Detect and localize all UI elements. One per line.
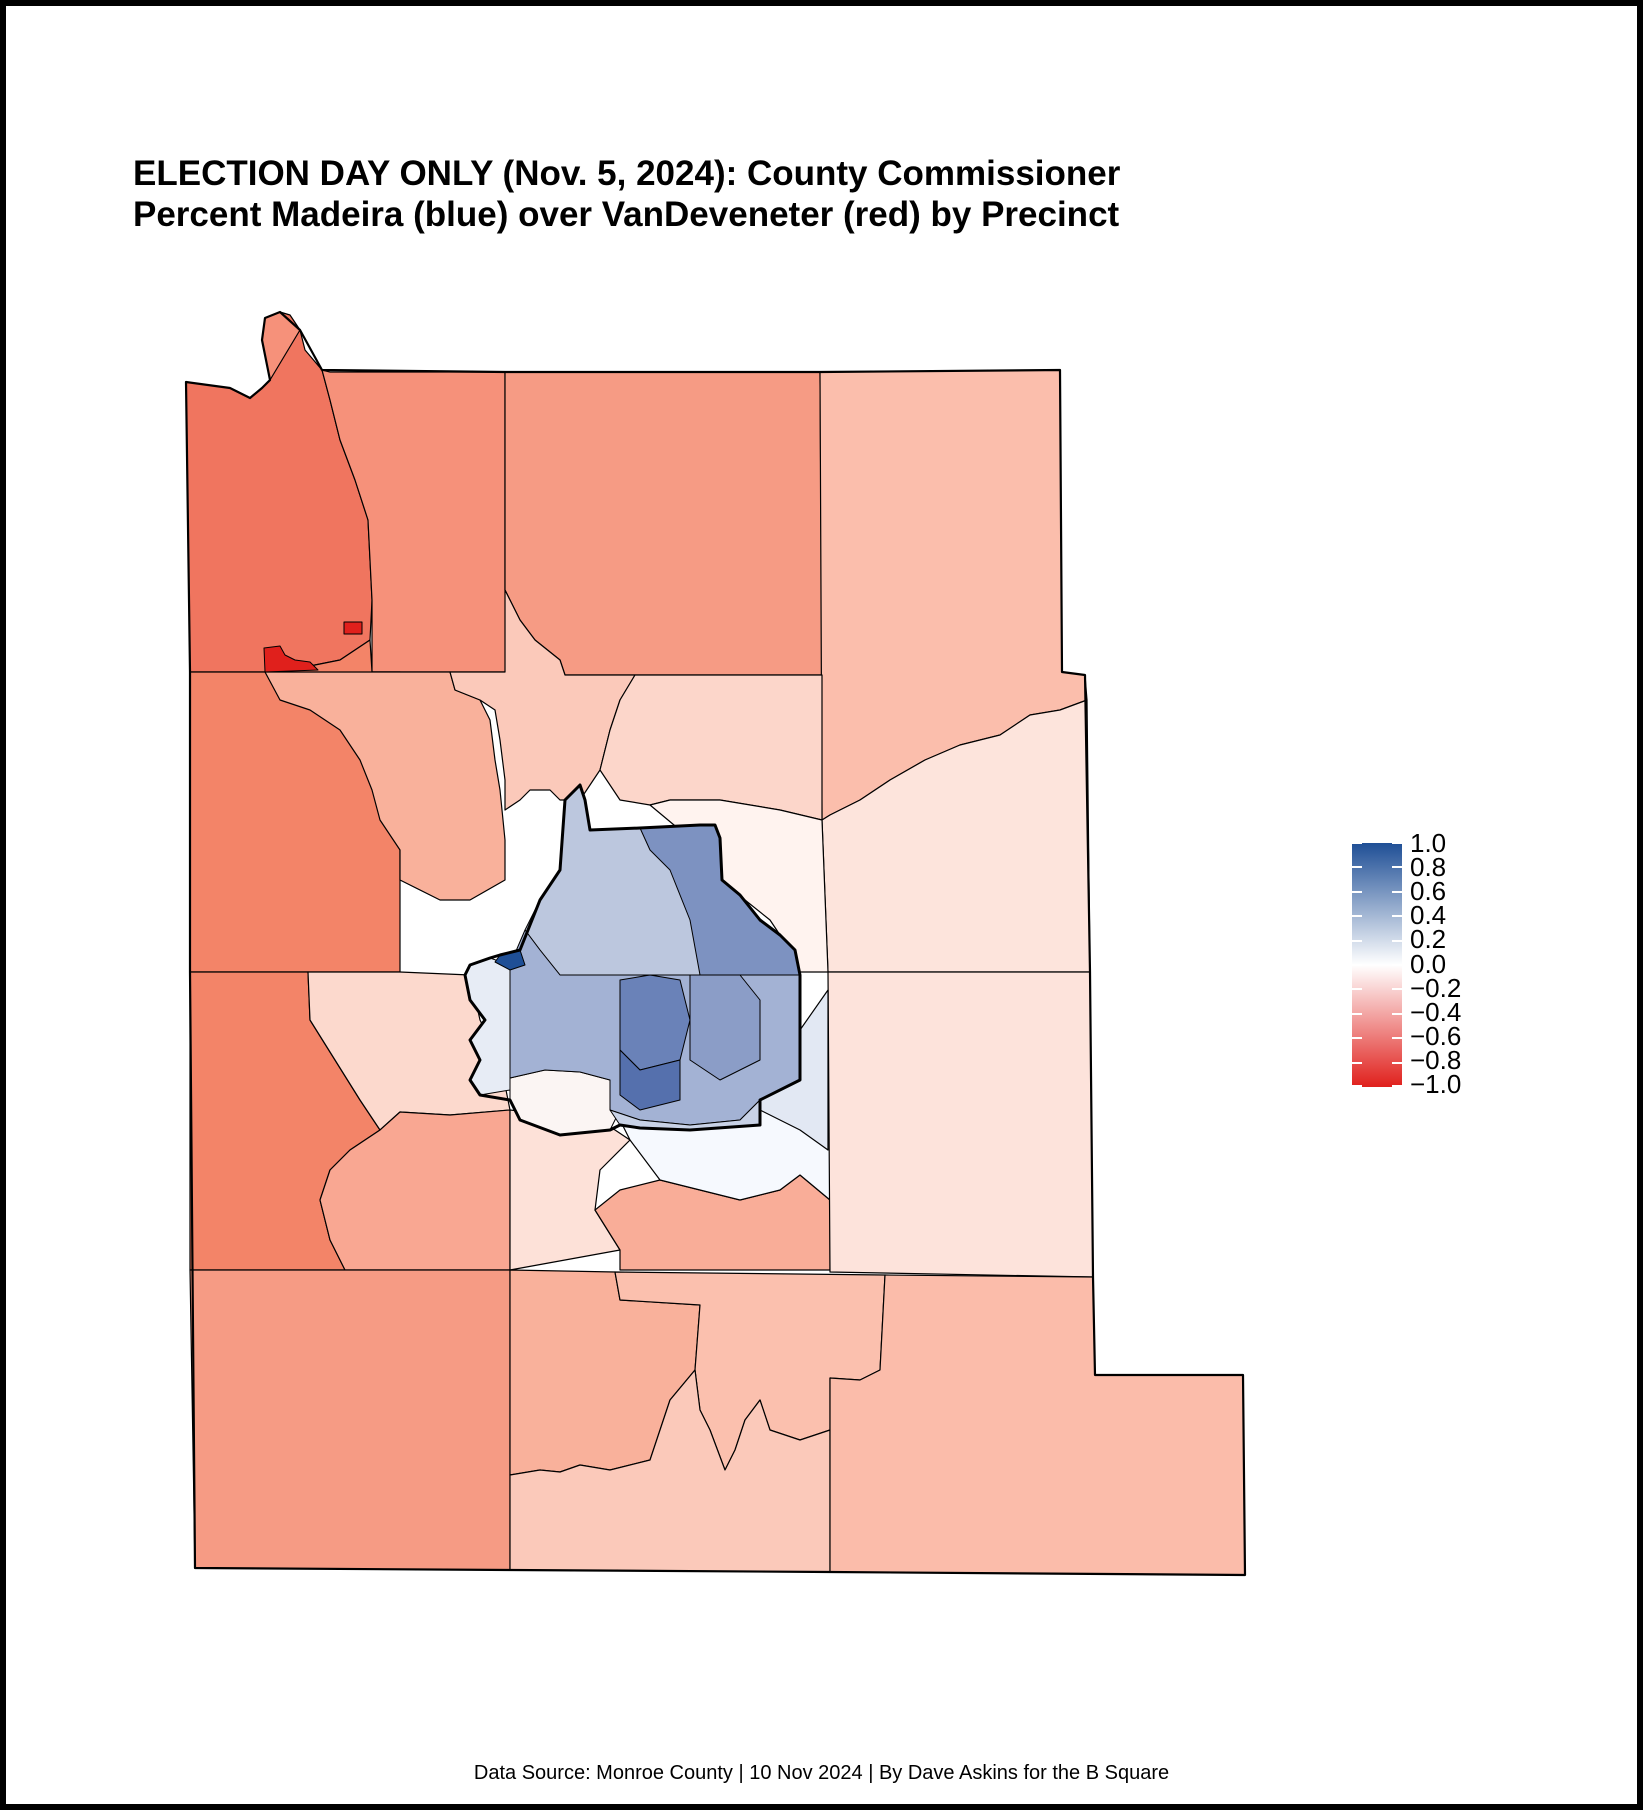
legend-label: −1.0	[1410, 1069, 1462, 1099]
legend-label: 0.8	[1410, 852, 1447, 882]
county-outline	[184, 310, 1247, 1577]
precinct-north-central-light	[449, 589, 636, 811]
city-boundary	[463, 783, 802, 1137]
precinct-south-3	[509, 1369, 831, 1573]
map-title-line-1: ELECTION DAY ONLY (Nov. 5, 2024): County…	[133, 154, 1121, 193]
precinct-north-central-2	[599, 674, 823, 821]
precinct-east-lower	[827, 971, 1094, 1278]
precinct-northwest-red-2	[343, 621, 363, 635]
township-layer	[185, 311, 1246, 1576]
map-legend: 1.0 0.8 0.6 0.4 0.2 0.0 −0.2 −0.4 −0.6 −…	[1340, 830, 1500, 1099]
legend-label: 0.4	[1410, 900, 1447, 930]
precinct-northwest-suburb	[264, 671, 506, 901]
precinct-northwest-red-1	[263, 645, 319, 673]
precinct-city-core-dark-2	[689, 974, 761, 1081]
legend-label: 0.2	[1410, 924, 1447, 954]
legend-label: −0.2	[1410, 973, 1462, 1003]
legend-label: −0.8	[1410, 1045, 1462, 1075]
city-precincts	[263, 621, 801, 1136]
legend-label: 0.0	[1410, 949, 1447, 979]
precinct-city-core-dark-1	[619, 974, 691, 1071]
legend-label: 0.6	[1410, 876, 1447, 906]
precinct-city-core-dark-3	[619, 1049, 681, 1111]
legend-label: 1.0	[1410, 828, 1447, 858]
legend-label: −0.6	[1410, 1021, 1462, 1051]
precinct-southwest	[189, 1269, 511, 1571]
legend-color-bar	[1352, 842, 1402, 1087]
precinct-southeast	[829, 1274, 1246, 1576]
map-title-line-2: Percent Madeira (blue) over VanDeveneter…	[133, 195, 1120, 234]
precinct-north-2	[504, 371, 823, 676]
legend-label: −0.4	[1410, 997, 1462, 1027]
map-footer-credit: Data Source: Monroe County | 10 Nov 2024…	[473, 1762, 1170, 1784]
